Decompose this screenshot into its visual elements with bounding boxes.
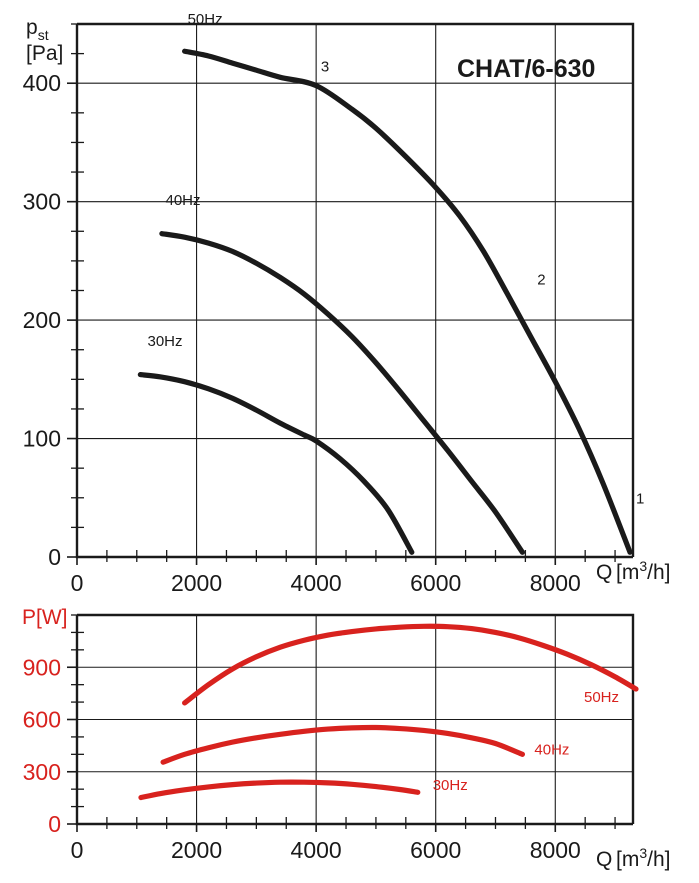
absorbed-power-chart: 50Hz 40Hz 30Hz 0 300 600 900 0 2000 4000 6000 8000… — [22, 606, 670, 871]
pressure-symbol: p — [26, 16, 38, 39]
y-tick-label: 300 — [23, 189, 61, 215]
x-tick-label: 6000 — [410, 570, 461, 596]
power-tickmarks — [67, 614, 616, 832]
axis-lines — [75, 615, 633, 826]
pressure-tickmarks — [67, 23, 616, 565]
x-tick-label: 4000 — [291, 837, 342, 863]
y-tick-label: 0 — [48, 544, 61, 570]
power-axes-frame — [75, 613, 635, 826]
curve-30Hz — [138, 779, 421, 801]
y-tick-label: 200 — [23, 307, 61, 333]
flow-symbol-lower: Q — [596, 848, 612, 871]
x-tick-label: 8000 — [530, 570, 581, 596]
y-tick-label: 100 — [23, 426, 61, 452]
pressure-axes-frame — [75, 22, 635, 559]
operating-point-2: 2 — [537, 272, 545, 289]
x-tick-label: 0 — [71, 837, 84, 863]
curve-label-40Hz: 40Hz — [534, 741, 569, 758]
power-y-axis-title: P[W] — [22, 606, 68, 629]
curve-30Hz — [137, 372, 415, 555]
curve-50Hz — [182, 623, 639, 706]
curve-label-40Hz: 40Hz — [166, 192, 201, 209]
flow-unit-base-lower: [m — [616, 848, 639, 871]
power-x-axis-title: Q — [596, 848, 612, 871]
power-curve-group: 50Hz 40Hz 30Hz — [138, 623, 639, 801]
x-tick-label: 2000 — [171, 570, 222, 596]
flow-symbol: Q — [596, 561, 612, 584]
flow-unit-tail: /h] — [647, 561, 670, 584]
curve-label-50Hz: 50Hz — [584, 689, 619, 706]
power-x-axis-unit: [m3/h] — [616, 845, 670, 871]
curve-50Hz — [182, 48, 633, 555]
curve-40Hz — [159, 231, 525, 555]
x-tick-label: 6000 — [410, 837, 461, 863]
pressure-y-axis-unit: [Pa] — [26, 42, 63, 65]
curve-label-50Hz: 50Hz — [188, 11, 223, 28]
y-tick-label: 0 — [48, 811, 61, 837]
pressure-gridlines — [77, 24, 633, 557]
chart-title: CHAT/6-630 — [457, 55, 595, 83]
pressure-curve-group: 50Hz 1 40Hz 2 30Hz 3 — [137, 11, 644, 555]
pressure-x-axis-title: Q — [596, 561, 612, 584]
x-tick-label: 2000 — [171, 837, 222, 863]
y-tick-label: 400 — [23, 70, 61, 96]
axis-lines — [75, 24, 633, 559]
pressure-y-axis-title: pst — [26, 16, 49, 43]
flow-unit-base: [m — [616, 561, 639, 584]
plot-border — [77, 22, 635, 557]
x-tick-label: 8000 — [530, 837, 581, 863]
x-tick-label: 4000 — [291, 570, 342, 596]
curve-40Hz — [160, 724, 525, 765]
operating-point-3: 3 — [321, 58, 329, 75]
pressure-x-axis-unit: [m3/h] — [616, 558, 670, 584]
x-tick-label: 0 — [71, 570, 84, 596]
power-tick-labels: 0 300 600 900 0 2000 4000 6000 8000 — [23, 654, 581, 863]
y-tick-label: 600 — [23, 707, 61, 733]
flow-unit-tail-lower: /h] — [647, 848, 670, 871]
curve-label-30Hz: 30Hz — [433, 777, 468, 794]
flow-unit-exponent-lower: 3 — [639, 845, 647, 861]
y-tick-label: 900 — [23, 654, 61, 680]
pressure-symbol-subscript: st — [38, 27, 49, 43]
curve-label-30Hz: 30Hz — [148, 333, 183, 350]
y-tick-label: 300 — [23, 759, 61, 785]
flow-unit-exponent: 3 — [639, 558, 647, 574]
plot-border — [77, 613, 635, 824]
operating-point-1: 1 — [636, 491, 644, 508]
